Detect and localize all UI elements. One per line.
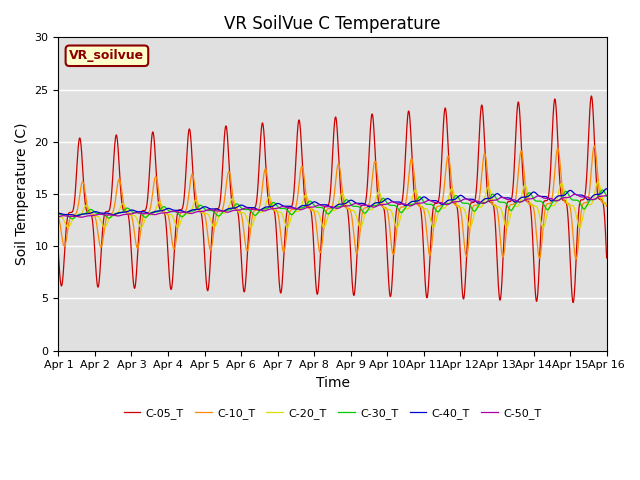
- C-05_T: [588, 93, 595, 99]
- C-05_T: [54, 251, 62, 257]
- C-30_T: [153, 209, 161, 215]
- C-40_T: [153, 208, 161, 214]
- C-40_T: [486, 195, 494, 201]
- C-05_T: [425, 275, 433, 281]
- C-50_T: [571, 192, 579, 197]
- C-20_T: [486, 188, 494, 194]
- C-20_T: [456, 205, 463, 211]
- C-50_T: [77, 214, 85, 220]
- C-10_T: [312, 219, 320, 225]
- C-50_T: [153, 211, 161, 217]
- C-50_T: [312, 203, 320, 209]
- C-30_T: [486, 193, 494, 199]
- C-05_T: [603, 255, 611, 261]
- Legend: C-05_T, C-10_T, C-20_T, C-30_T, C-40_T, C-50_T: C-05_T, C-10_T, C-20_T, C-30_T, C-40_T, …: [119, 403, 546, 423]
- C-10_T: [456, 204, 463, 209]
- C-20_T: [503, 225, 511, 230]
- Line: C-30_T: C-30_T: [58, 190, 607, 219]
- C-10_T: [603, 204, 611, 209]
- C-05_T: [486, 199, 494, 205]
- C-30_T: [602, 192, 610, 198]
- C-30_T: [312, 204, 320, 210]
- C-50_T: [54, 214, 62, 220]
- C-30_T: [598, 187, 606, 193]
- X-axis label: Time: Time: [316, 376, 349, 390]
- C-10_T: [486, 197, 494, 203]
- C-40_T: [54, 210, 62, 216]
- C-50_T: [425, 197, 433, 203]
- C-40_T: [602, 186, 610, 192]
- Line: C-40_T: C-40_T: [58, 189, 607, 216]
- C-10_T: [54, 214, 62, 220]
- C-20_T: [153, 203, 161, 209]
- C-30_T: [425, 202, 433, 207]
- C-20_T: [425, 210, 433, 216]
- C-10_T: [572, 256, 580, 262]
- C-20_T: [54, 214, 62, 220]
- C-05_T: [456, 230, 463, 236]
- Line: C-10_T: C-10_T: [58, 146, 607, 259]
- C-10_T: [153, 177, 161, 182]
- C-20_T: [603, 202, 611, 207]
- Text: VR_soilvue: VR_soilvue: [69, 49, 145, 62]
- C-20_T: [594, 179, 602, 185]
- C-50_T: [486, 198, 494, 204]
- Title: VR SoilVue C Temperature: VR SoilVue C Temperature: [224, 15, 441, 33]
- Line: C-05_T: C-05_T: [58, 96, 607, 302]
- C-40_T: [425, 197, 433, 203]
- C-05_T: [153, 180, 161, 186]
- C-05_T: [602, 243, 610, 249]
- C-30_T: [603, 193, 611, 199]
- Line: C-20_T: C-20_T: [58, 182, 607, 228]
- C-50_T: [603, 192, 611, 198]
- C-50_T: [602, 193, 610, 199]
- C-40_T: [603, 186, 611, 192]
- C-30_T: [54, 211, 62, 216]
- Y-axis label: Soil Temperature (C): Soil Temperature (C): [15, 123, 29, 265]
- C-05_T: [569, 300, 577, 305]
- C-40_T: [456, 193, 463, 199]
- C-40_T: [73, 213, 81, 219]
- C-30_T: [68, 216, 76, 222]
- C-20_T: [312, 208, 320, 214]
- Line: C-50_T: C-50_T: [58, 194, 607, 217]
- C-10_T: [425, 250, 433, 256]
- C-50_T: [456, 199, 463, 204]
- C-30_T: [456, 196, 463, 202]
- C-10_T: [602, 202, 610, 207]
- C-40_T: [312, 199, 320, 205]
- C-20_T: [602, 202, 610, 207]
- C-10_T: [591, 143, 598, 149]
- C-05_T: [312, 282, 320, 288]
